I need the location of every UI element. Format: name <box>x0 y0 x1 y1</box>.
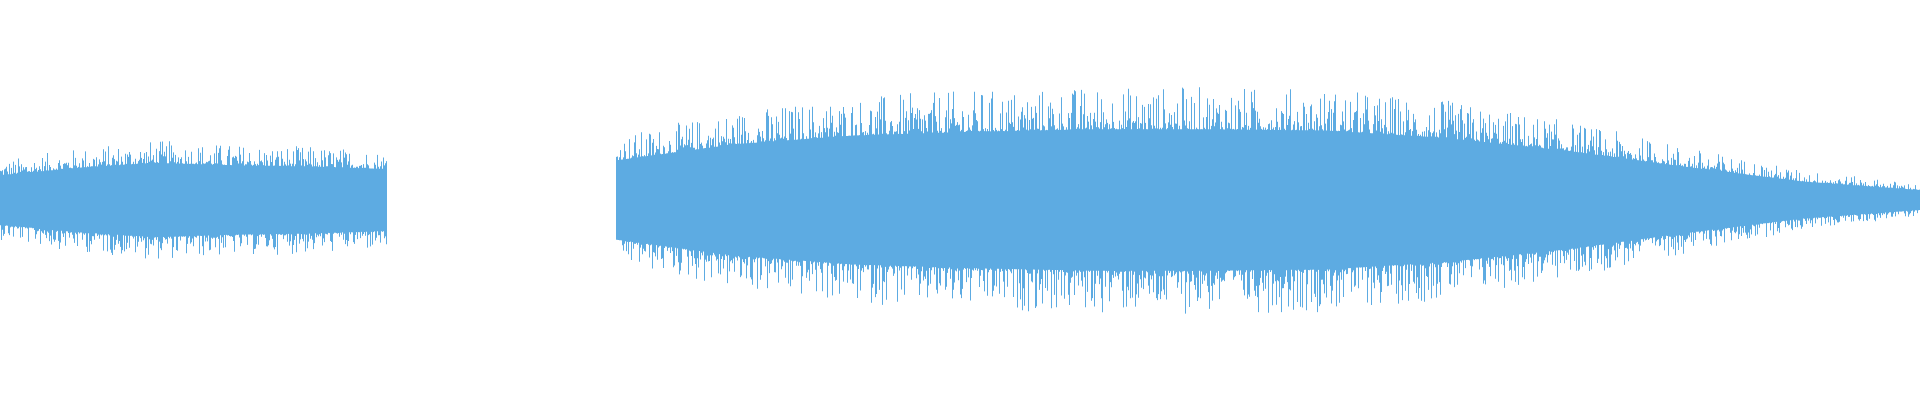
waveform-bars <box>0 87 1920 314</box>
